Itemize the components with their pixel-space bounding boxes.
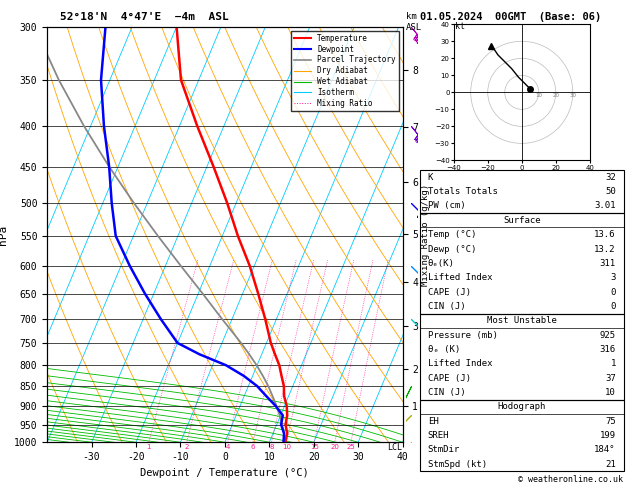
Text: 20: 20: [330, 444, 339, 450]
Text: 925: 925: [599, 330, 616, 340]
X-axis label: Dewpoint / Temperature (°C): Dewpoint / Temperature (°C): [140, 468, 309, 478]
Text: 6: 6: [251, 444, 255, 450]
Text: 4: 4: [225, 444, 230, 450]
Text: 10: 10: [605, 388, 616, 397]
Text: 3.01: 3.01: [594, 202, 616, 210]
Text: 3: 3: [610, 273, 616, 282]
Text: θₑ (K): θₑ (K): [428, 345, 460, 354]
Text: 199: 199: [599, 431, 616, 440]
Text: 1: 1: [610, 359, 616, 368]
Text: km
ASL: km ASL: [406, 12, 422, 32]
Text: 13.2: 13.2: [594, 244, 616, 254]
Text: PW (cm): PW (cm): [428, 202, 465, 210]
Text: Totals Totals: Totals Totals: [428, 187, 498, 196]
Y-axis label: hPa: hPa: [0, 225, 8, 244]
Text: © weatheronline.co.uk: © weatheronline.co.uk: [518, 474, 623, 484]
Text: CAPE (J): CAPE (J): [428, 288, 470, 296]
Text: θₑ(K): θₑ(K): [428, 259, 455, 268]
Text: 75: 75: [605, 417, 616, 426]
Legend: Temperature, Dewpoint, Parcel Trajectory, Dry Adiabat, Wet Adiabat, Isotherm, Mi: Temperature, Dewpoint, Parcel Trajectory…: [291, 31, 399, 111]
Text: StmSpd (kt): StmSpd (kt): [428, 460, 487, 469]
Bar: [420, 170, 624, 213]
Bar: [420, 399, 624, 471]
Text: 0: 0: [610, 302, 616, 311]
Text: 311: 311: [599, 259, 616, 268]
Text: 10: 10: [535, 93, 542, 99]
Text: 15: 15: [310, 444, 319, 450]
Bar: [420, 213, 624, 313]
Text: 21: 21: [605, 460, 616, 469]
Text: 8: 8: [269, 444, 274, 450]
Text: 184°: 184°: [594, 445, 616, 454]
Bar: [420, 313, 624, 399]
Text: Hodograph: Hodograph: [498, 402, 546, 411]
Text: LCL: LCL: [387, 443, 403, 452]
Text: Surface: Surface: [503, 216, 540, 225]
Text: 0: 0: [610, 288, 616, 296]
Text: Pressure (mb): Pressure (mb): [428, 330, 498, 340]
Text: CIN (J): CIN (J): [428, 302, 465, 311]
Text: 50: 50: [605, 187, 616, 196]
Text: CIN (J): CIN (J): [428, 388, 465, 397]
Text: kt: kt: [455, 22, 465, 32]
Text: SREH: SREH: [428, 431, 449, 440]
Text: Dewp (°C): Dewp (°C): [428, 244, 476, 254]
Y-axis label: Mixing Ratio (g/kg): Mixing Ratio (g/kg): [421, 183, 430, 286]
Text: K: K: [428, 173, 433, 182]
Text: CAPE (J): CAPE (J): [428, 374, 470, 382]
Text: Lifted Index: Lifted Index: [428, 273, 493, 282]
Text: 10: 10: [282, 444, 291, 450]
Text: 01.05.2024  00GMT  (Base: 06): 01.05.2024 00GMT (Base: 06): [420, 12, 601, 22]
Text: 316: 316: [599, 345, 616, 354]
Text: 20: 20: [552, 93, 559, 99]
Text: 25: 25: [347, 444, 355, 450]
Text: 13.6: 13.6: [594, 230, 616, 239]
Text: StmDir: StmDir: [428, 445, 460, 454]
Text: EH: EH: [428, 417, 438, 426]
Text: 30: 30: [569, 93, 576, 99]
Text: Temp (°C): Temp (°C): [428, 230, 476, 239]
Text: 32: 32: [605, 173, 616, 182]
Text: 52°18'N  4°47'E  −4m  ASL: 52°18'N 4°47'E −4m ASL: [60, 12, 228, 22]
Text: 2: 2: [184, 444, 189, 450]
Text: Most Unstable: Most Unstable: [487, 316, 557, 325]
Text: Lifted Index: Lifted Index: [428, 359, 493, 368]
Text: 37: 37: [605, 374, 616, 382]
Text: 1: 1: [147, 444, 151, 450]
